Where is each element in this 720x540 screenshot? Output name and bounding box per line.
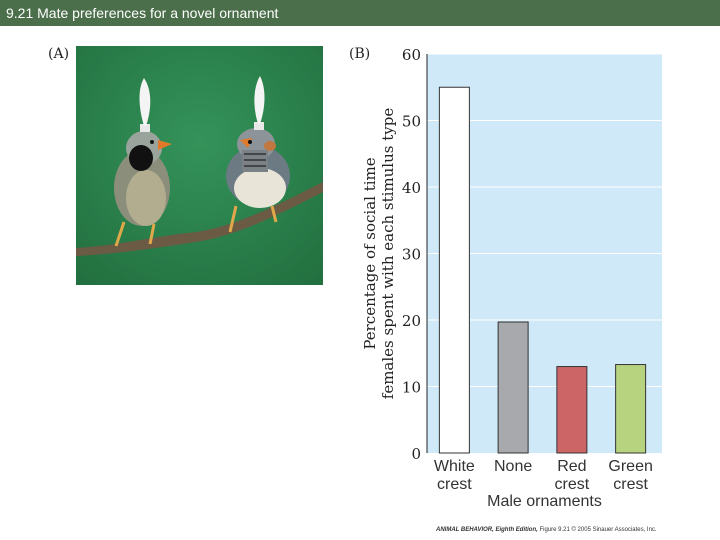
credit-line: ANIMAL BEHAVIOR, Eighth Edition, Figure … bbox=[436, 527, 657, 533]
x-tick-label-2-0: Red bbox=[557, 458, 586, 475]
right-bird bbox=[226, 76, 290, 233]
y-tick-label-10: 10 bbox=[402, 379, 421, 397]
bar-2 bbox=[556, 366, 588, 454]
page-title: 9.21 Mate preferences for a novel orname… bbox=[6, 5, 279, 21]
panel-b-label: (B) bbox=[349, 46, 371, 62]
credit-rest: Figure 9.21 © 2005 Sinauer Associates, I… bbox=[537, 527, 657, 533]
x-tick-label-1-0: None bbox=[494, 458, 532, 475]
bar-1 bbox=[497, 321, 529, 454]
title-bar: 9.21 Mate preferences for a novel orname… bbox=[0, 0, 720, 26]
bar-3 bbox=[615, 364, 647, 454]
x-tick-label-3-0: Green bbox=[608, 458, 652, 475]
y-axis-label-line2: females spent with each stimulus type bbox=[379, 108, 397, 400]
y-tick-label-20: 20 bbox=[402, 312, 421, 330]
bar-0 bbox=[438, 86, 470, 454]
credit-book: ANIMAL BEHAVIOR, Eighth Edition, bbox=[436, 527, 538, 533]
y-tick-label-60: 60 bbox=[402, 46, 421, 64]
y-tick-label-50: 50 bbox=[402, 113, 421, 131]
y-axis-label-line1: Percentage of social time bbox=[361, 157, 379, 349]
branch bbox=[76, 182, 323, 256]
panel-a-label: (A) bbox=[48, 46, 70, 62]
x-tick-label-2-1: crest bbox=[555, 476, 590, 493]
y-tick-label-0: 0 bbox=[411, 445, 421, 463]
x-tick-label-0-1: crest bbox=[437, 476, 472, 493]
x-tick-label-3-1: crest bbox=[613, 476, 648, 493]
x-axis-label: Male ornaments bbox=[487, 493, 602, 510]
y-tick-label-30: 30 bbox=[402, 246, 421, 264]
x-tick-label-0-0: White bbox=[434, 458, 475, 475]
bird-photo bbox=[76, 46, 323, 285]
left-bird bbox=[114, 78, 172, 247]
y-tick-label-40: 40 bbox=[402, 179, 421, 197]
